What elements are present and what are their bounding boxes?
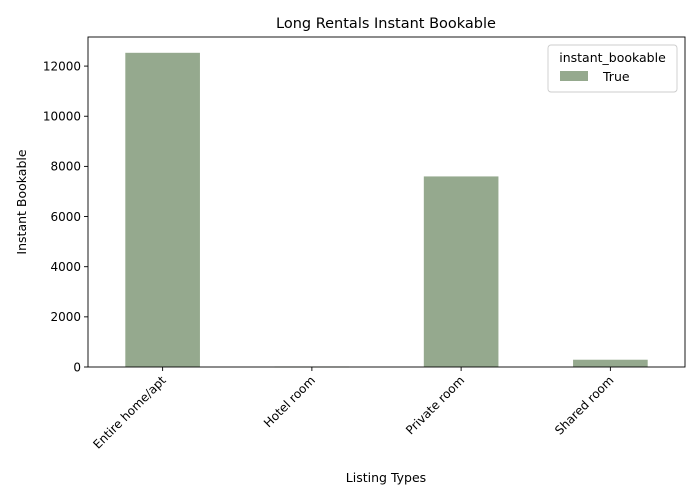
y-axis: 0 2000 4000 6000 8000 10000 12000 [43,59,88,374]
y-tick-label: 4000 [50,260,81,274]
legend-entry-label: True [602,69,630,84]
x-axis-label: Listing Types [346,470,426,485]
bar-shared-room [573,359,648,367]
y-tick-label: 0 [73,360,81,374]
x-tick-label: Hotel room [261,373,318,430]
y-tick-label: 2000 [50,310,81,324]
bar-private-room [423,176,499,367]
legend-title: instant_bookable [559,50,666,65]
x-tick-label: Shared room [552,373,616,437]
y-tick-label: 8000 [50,160,81,174]
y-axis-label: Instant Bookable [14,149,29,254]
x-tick-label: Private room [403,373,467,437]
chart-title: Long Rentals Instant Bookable [276,16,496,32]
bar-entire-home-apt [125,52,200,367]
x-axis: Entire home/apt Hotel room Private room Sha… [90,367,616,452]
legend-swatch [560,71,588,81]
plot-area [125,52,648,368]
plot-frame [87,36,686,368]
y-tick-label: 6000 [50,210,81,224]
x-tick-label: Entire home/apt [90,373,169,452]
y-tick-label: 12000 [43,59,81,73]
legend: instant_bookable True [547,44,678,93]
y-tick-label: 10000 [43,110,81,124]
